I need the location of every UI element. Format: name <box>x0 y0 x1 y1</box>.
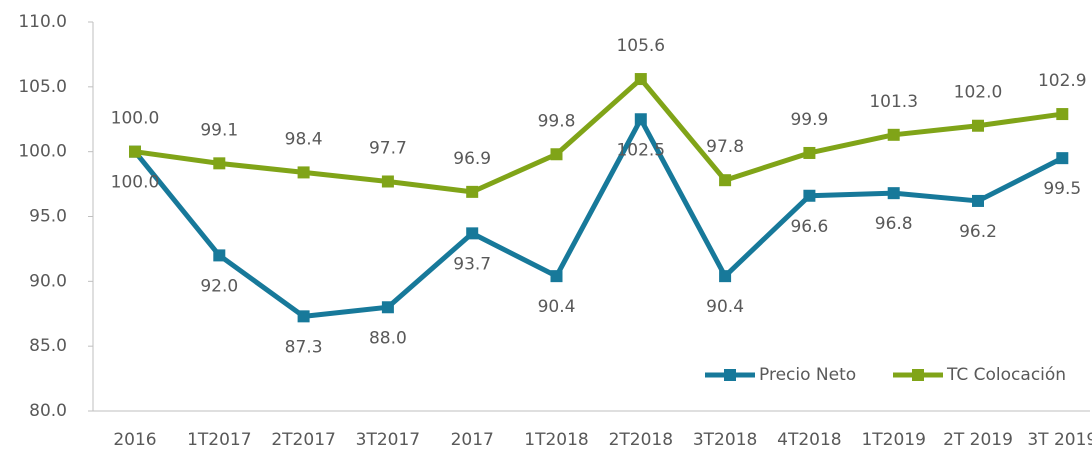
data-label: 96.9 <box>453 149 491 169</box>
data-label: 90.4 <box>706 297 744 317</box>
data-label: 102.9 <box>1038 71 1087 91</box>
x-tick-label: 1T2019 <box>861 430 925 450</box>
marker <box>550 270 563 283</box>
data-label: 102.5 <box>616 140 665 160</box>
line <box>134 76 1063 195</box>
marker <box>634 73 647 86</box>
marker <box>213 249 226 262</box>
data-label: 96.8 <box>875 214 913 234</box>
x-tick-label: 2T2018 <box>609 430 673 450</box>
marker <box>1056 108 1069 121</box>
marker <box>550 148 563 161</box>
marker <box>719 270 732 283</box>
marker <box>803 189 816 202</box>
marker <box>466 185 479 198</box>
marker <box>466 227 479 240</box>
x-tick-label: 3T2017 <box>356 430 420 450</box>
legend-label: TC Colocación <box>946 365 1066 385</box>
marker <box>381 175 394 188</box>
data-label: 96.6 <box>790 217 828 237</box>
y-tick-label: 85.0 <box>29 336 67 356</box>
y-tick-label: 110.0 <box>18 12 67 32</box>
data-label: 99.1 <box>200 120 238 140</box>
data-label: 93.7 <box>453 254 491 274</box>
marker <box>1056 152 1069 165</box>
data-label: 99.5 <box>1043 179 1081 199</box>
data-label: 102.0 <box>954 83 1003 103</box>
marker <box>887 187 900 200</box>
x-tick-label: 2T2017 <box>271 430 335 450</box>
data-label: 101.3 <box>869 92 918 112</box>
marker <box>972 119 984 132</box>
legend-marker <box>724 369 736 381</box>
data-label: 90.4 <box>538 297 576 317</box>
y-tick-label: 100.0 <box>18 142 67 162</box>
y-tick-label: 105.0 <box>18 77 67 97</box>
data-label: 105.6 <box>616 36 665 56</box>
data-label: 88.0 <box>369 328 407 348</box>
marker <box>887 128 900 141</box>
marker <box>297 166 310 179</box>
x-tick-label: 3T2018 <box>693 430 757 450</box>
marker <box>297 310 310 323</box>
data-label: 100.0 <box>111 173 160 193</box>
x-tick-label: 1T2017 <box>187 430 251 450</box>
data-label: 96.2 <box>959 222 997 242</box>
data-label: 87.3 <box>285 337 323 357</box>
x-tick-label: 2T 2019 <box>943 430 1013 450</box>
y-tick-label: 90.0 <box>29 271 67 291</box>
marker <box>719 174 732 187</box>
marker <box>972 194 984 207</box>
x-tick-label: 3T 2019 <box>1027 430 1092 450</box>
line <box>133 116 1064 319</box>
x-tick-label: 1T2018 <box>524 430 588 450</box>
marker <box>213 157 226 170</box>
y-tick-label: 95.0 <box>29 207 67 227</box>
marker <box>634 113 647 126</box>
legend-marker <box>912 369 924 381</box>
data-label: 99.8 <box>538 111 576 131</box>
data-label: 100.0 <box>111 109 160 129</box>
data-label: 98.4 <box>285 129 323 149</box>
data-label: 97.8 <box>706 137 744 157</box>
marker <box>803 146 816 159</box>
data-label: 92.0 <box>200 276 238 296</box>
x-tick-label: 4T2018 <box>777 430 841 450</box>
data-label: 97.7 <box>369 138 407 158</box>
data-label: 99.9 <box>790 110 828 130</box>
x-tick-label: 2017 <box>451 430 494 450</box>
y-tick-label: 80.0 <box>29 401 67 421</box>
marker <box>129 145 141 158</box>
x-tick-label: 2016 <box>113 430 156 450</box>
legend-label: Precio Neto <box>759 365 856 385</box>
marker <box>381 301 394 314</box>
